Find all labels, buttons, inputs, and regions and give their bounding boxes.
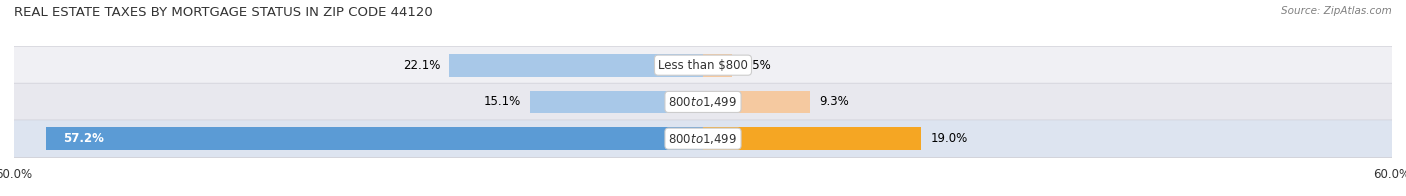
Text: 15.1%: 15.1% (484, 95, 520, 108)
Bar (46, 127, 703, 150)
Bar (703, 54, 731, 77)
Bar (450, 54, 703, 77)
Bar (703, 91, 810, 113)
Text: 2.5%: 2.5% (741, 59, 770, 72)
Text: REAL ESTATE TAXES BY MORTGAGE STATUS IN ZIP CODE 44120: REAL ESTATE TAXES BY MORTGAGE STATUS IN … (14, 6, 433, 19)
Text: Less than $800: Less than $800 (658, 59, 748, 72)
Text: Source: ZipAtlas.com: Source: ZipAtlas.com (1281, 6, 1392, 16)
Text: 22.1%: 22.1% (402, 59, 440, 72)
Text: 57.2%: 57.2% (63, 132, 104, 145)
Bar (703, 127, 921, 150)
Text: 9.3%: 9.3% (818, 95, 849, 108)
FancyBboxPatch shape (14, 83, 1392, 121)
FancyBboxPatch shape (14, 46, 1392, 84)
Text: $800 to $1,499: $800 to $1,499 (668, 95, 738, 109)
FancyBboxPatch shape (14, 120, 1392, 157)
Bar (530, 91, 703, 113)
Text: 19.0%: 19.0% (931, 132, 967, 145)
Text: $800 to $1,499: $800 to $1,499 (668, 132, 738, 146)
